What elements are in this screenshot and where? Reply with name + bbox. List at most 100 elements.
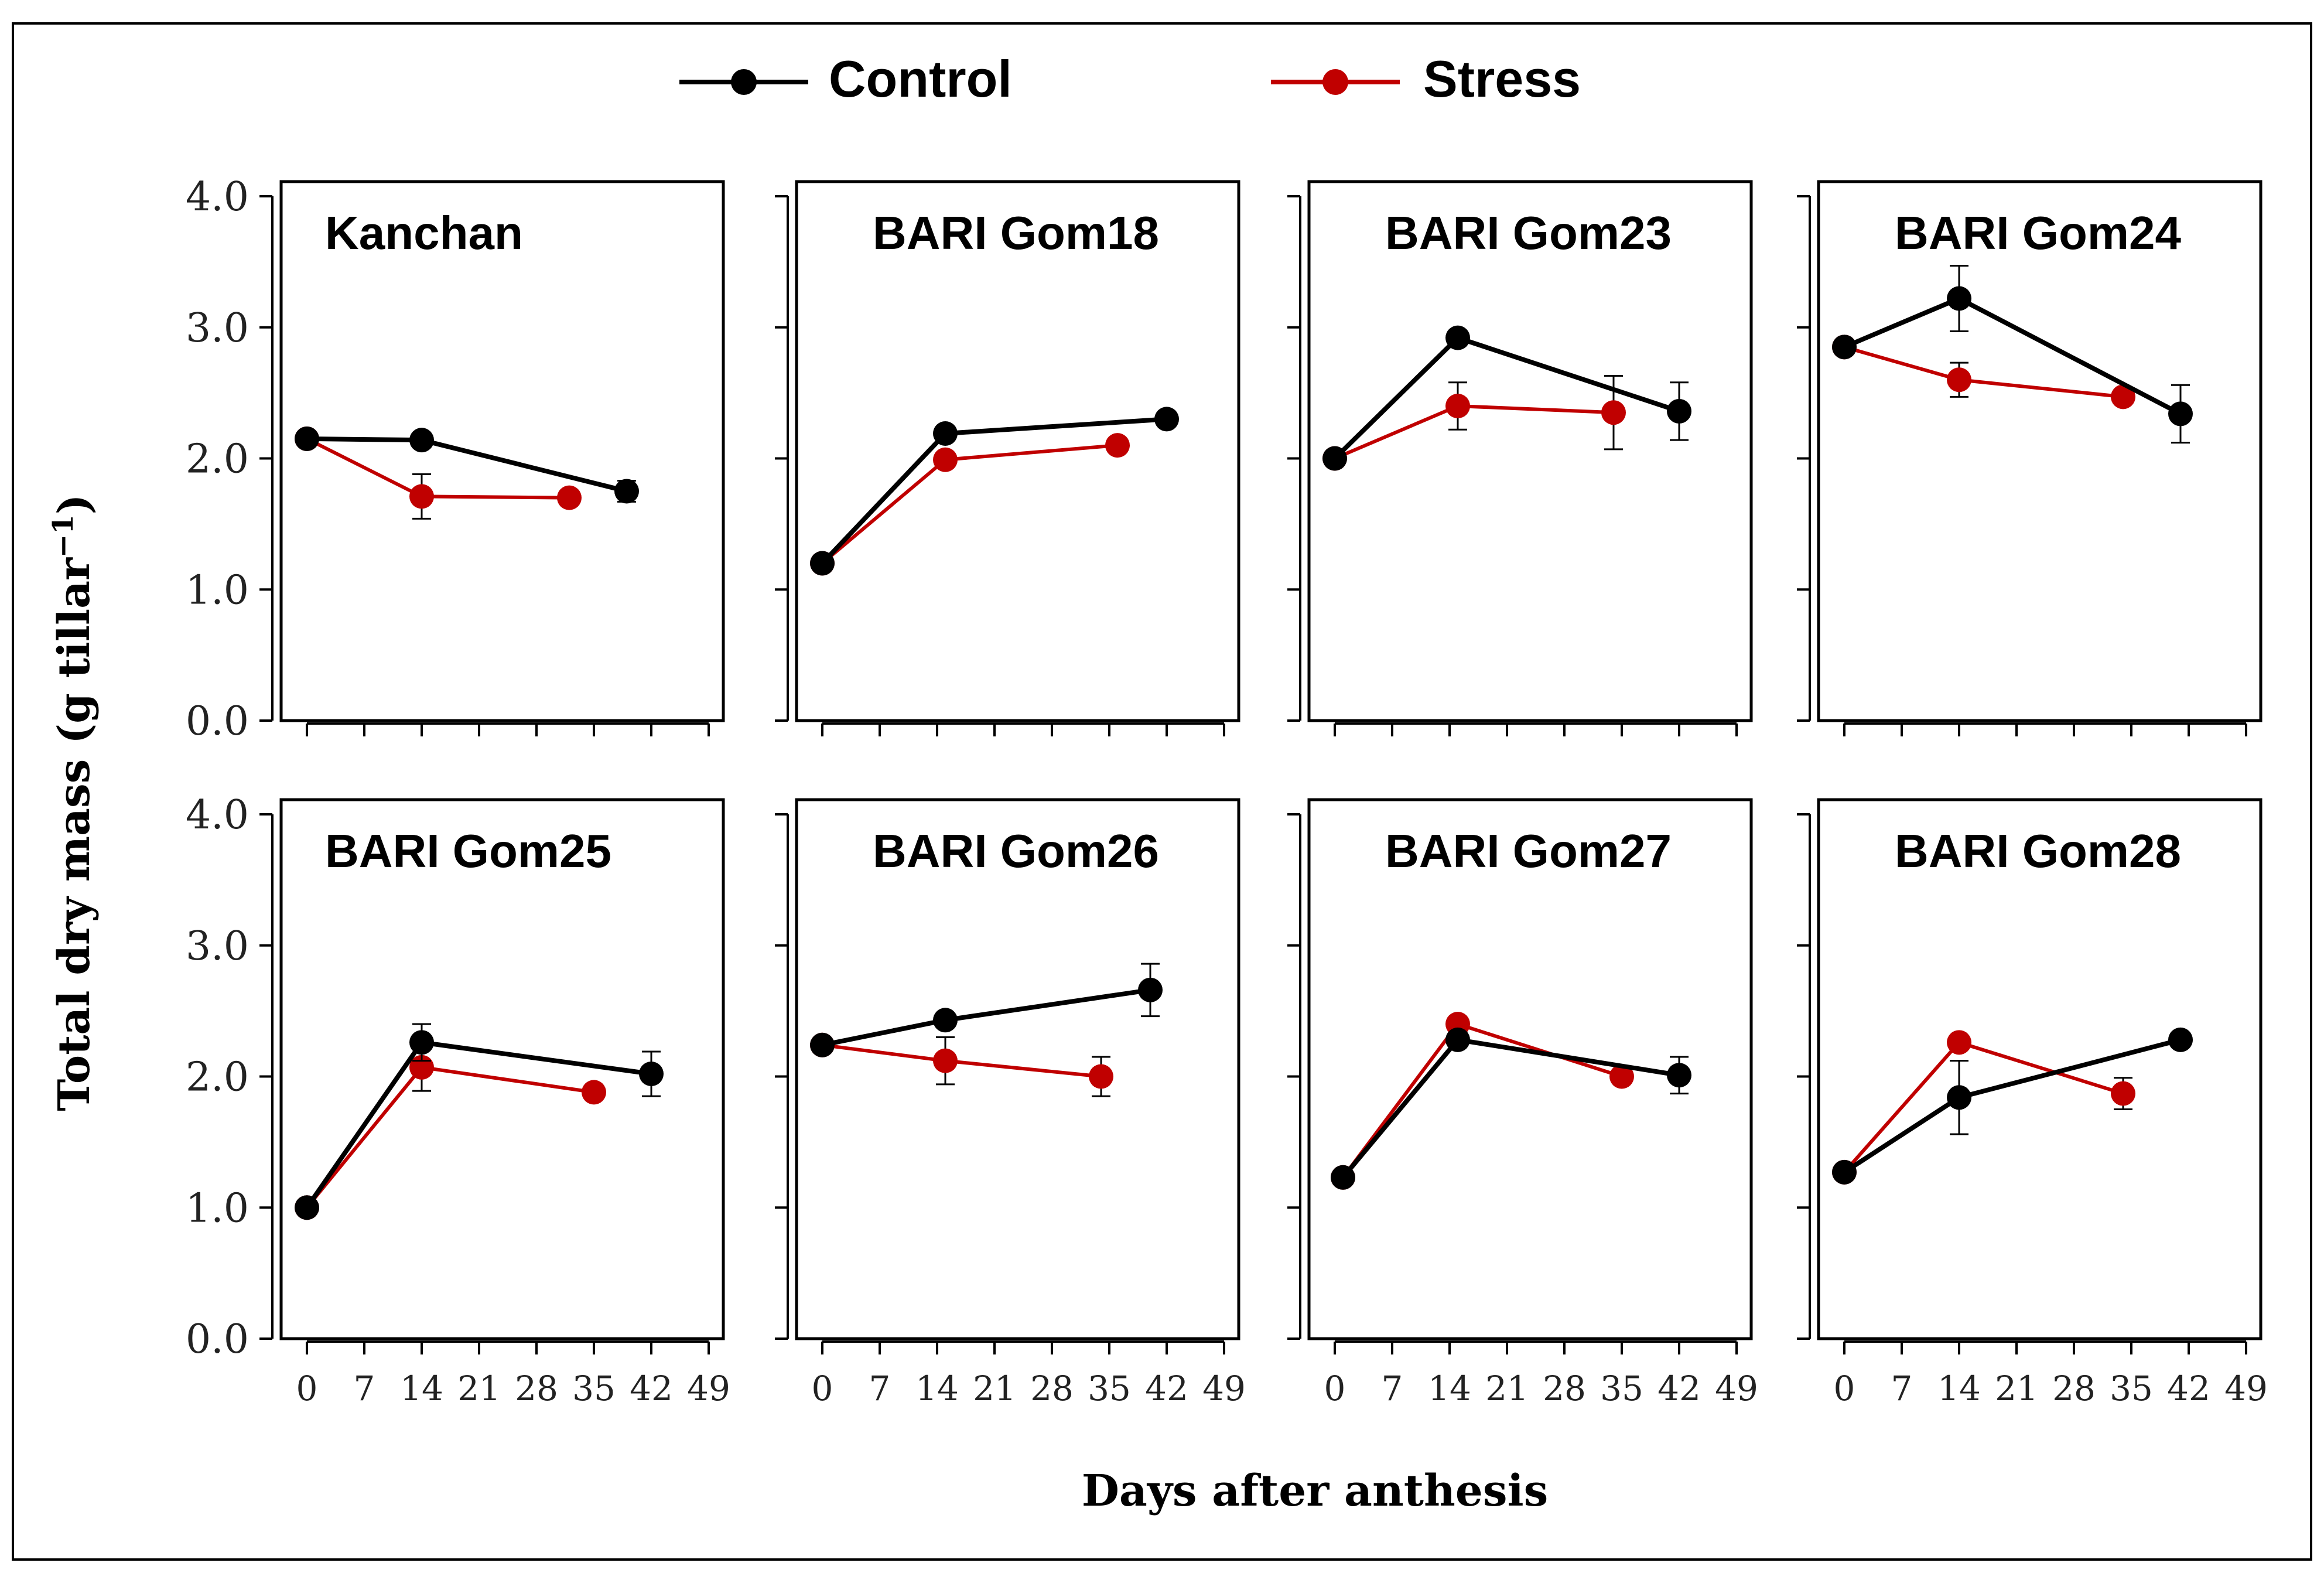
panel-title: BARI Gom28 [1895,825,2181,877]
stress-data-point [1947,1030,1971,1055]
stress-data-point [1609,1064,1634,1089]
x-tick-label: 21 [973,1369,1016,1408]
stress-series-line [1843,1040,2124,1173]
x-tick-label: 21 [1995,1369,2038,1408]
x-tick-label: 35 [1600,1369,1643,1408]
x-tick-label: 42 [2167,1369,2210,1408]
y-tick-label: 2.0 [186,1055,249,1101]
panel-5: 0.0 1.0 2.0 3.0 4.0 0 7 14 21 28 35 42 49 BARI Gom25 [186,792,730,1408]
y-axis-title-main: Total dry mass (g tillar [49,557,100,1111]
panel-frame [795,180,1240,722]
stress-data-point [1601,400,1626,425]
control-series-line [305,1040,652,1209]
y-tick-label: 3.0 [186,923,249,970]
x-tick-label: 35 [572,1369,616,1408]
control-data-point [1331,1165,1355,1190]
stress-data-point [1947,367,1971,393]
x-tick-label: 7 [1891,1369,1913,1408]
x-tick-label: 0 [296,1369,318,1408]
y-tick-label: 0.0 [186,698,249,745]
stress-series-line [1334,404,1614,460]
x-tick-label: 14 [1937,1369,1981,1408]
stress-data-point [582,1080,606,1105]
stress-series-line [821,443,1118,565]
y-tick-label: 4.0 [186,792,249,838]
y-axis-title-superscript: −1 [47,514,80,558]
x-tick-label: 14 [400,1369,443,1408]
stress-data-point [2111,384,2135,410]
control-series-line [1333,335,1680,460]
legend: Control Stress [679,50,1581,108]
panel-title: BARI Gom24 [1895,207,2181,259]
legend-stress-marker [1322,69,1348,95]
stress-data-point [933,447,958,472]
control-data-point [2168,401,2193,426]
x-tick-label: 21 [457,1369,501,1408]
control-data-point [409,428,434,453]
x-tick-label: 0 [1834,1369,1855,1408]
panel-1: 0.0 1.0 2.0 3.0 4.0 Kanchan [186,174,725,745]
panel-title: BARI Gom25 [325,825,611,877]
x-tick-label: 35 [1088,1369,1131,1408]
control-data-point [810,1032,835,1057]
panel-6: 0 7 14 21 28 35 42 49 BARI Gom26 [775,798,1246,1408]
y-tick-label: 4.0 [186,174,249,220]
legend-stress-label: Stress [1423,50,1581,108]
panel-frame [1817,180,2263,722]
panel-title: BARI Gom23 [1385,207,1672,259]
panels-grid: 0.0 1.0 2.0 3.0 4.0 Kanchan BARI Gom18 BARI Gom… [186,174,2268,1408]
x-tick-label: 42 [1657,1369,1701,1408]
x-tick-label: 7 [354,1369,375,1408]
x-tick-label: 42 [1145,1369,1188,1408]
x-axis-title: Days after anthesis [1082,1466,1549,1516]
x-tick-label: 42 [630,1369,673,1408]
control-data-point [1832,1159,1857,1185]
stress-data-point [933,1048,958,1073]
x-tick-label: 49 [1202,1369,1246,1408]
x-tick-label: 7 [869,1369,891,1408]
panel-frame [279,180,725,722]
x-tick-label: 28 [1543,1369,1586,1408]
x-tick-label: 28 [515,1369,558,1408]
stress-data-point [2111,1081,2135,1106]
stress-data-point [1089,1064,1113,1089]
panel-frame [1307,798,1753,1340]
control-series-line [822,987,1151,1047]
y-tick-label: 3.0 [186,305,249,352]
panel-title: Kanchan [325,207,523,259]
panel-frame [279,798,725,1340]
control-data-point [2168,1027,2193,1052]
control-data-point [295,426,319,451]
stress-series-line [822,1043,1102,1079]
y-axis-title: Total dry mass (g tillar−1) [47,494,100,1111]
x-tick-label: 21 [1485,1369,1529,1408]
x-tick-label: 28 [2052,1369,2096,1408]
x-tick-label: 14 [915,1369,959,1408]
x-tick-label: 14 [1428,1369,1471,1408]
panel-frame [795,798,1240,1340]
panel-3: BARI Gom23 [1287,180,1753,736]
panel-frame [1817,798,2263,1340]
control-data-point [1445,1027,1470,1052]
control-data-point [933,1008,958,1033]
panel-2: BARI Gom18 [775,180,1240,736]
y-tick-label: 1.0 [186,1185,249,1231]
figure-frame [12,22,2312,1561]
x-tick-label: 7 [1382,1369,1403,1408]
control-data-point [1322,446,1347,471]
panel-title: BARI Gom26 [873,825,1159,877]
control-data-point [1154,407,1179,432]
legend-control-label: Control [829,50,1012,108]
stress-data-point [557,485,582,510]
panel-7: 0 7 14 21 28 35 42 49 BARI Gom27 [1287,798,1758,1408]
control-data-point [1832,335,1857,360]
control-data-point [810,551,835,576]
control-data-point [1667,398,1691,424]
x-tick-label: 0 [812,1369,833,1408]
x-tick-label: 49 [1715,1369,1758,1408]
control-data-point [1445,325,1470,350]
panel-title: BARI Gom18 [873,207,1159,259]
legend-control-marker [731,69,757,95]
control-series-line [306,436,627,494]
